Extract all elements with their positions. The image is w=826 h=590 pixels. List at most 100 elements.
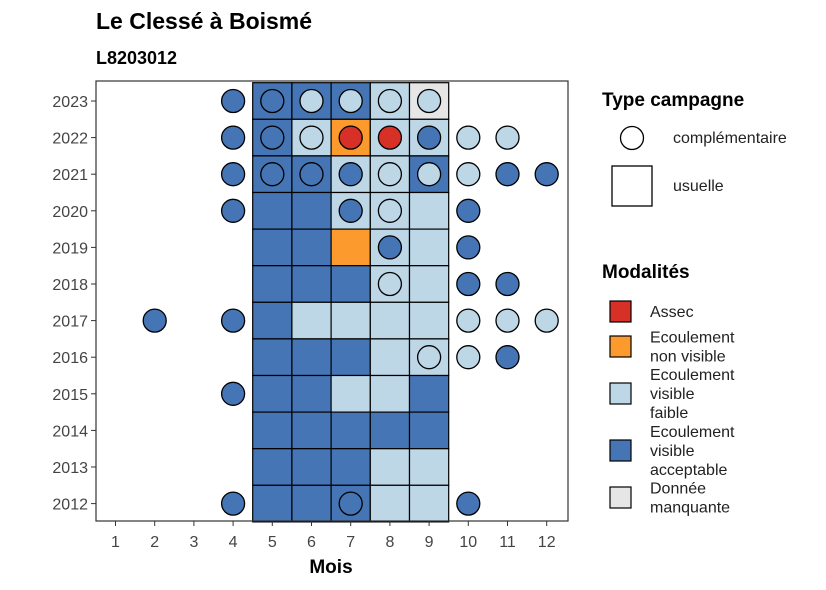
chart-title: Le Clessé à Boismé: [96, 8, 312, 34]
y-tick-label: 2013: [52, 460, 88, 477]
x-tick-label: 9: [425, 534, 434, 551]
point: [377, 271, 403, 297]
tile: [330, 411, 371, 450]
point: [299, 125, 324, 150]
point: [220, 491, 246, 516]
chart-subtitle: L8203012: [96, 48, 177, 68]
legend-type-label: complémentaire: [673, 130, 787, 147]
legend-circle-symbol: [619, 125, 645, 151]
point: [456, 125, 481, 150]
tile: [408, 191, 450, 230]
point: [338, 491, 363, 516]
tile: [252, 448, 293, 486]
x-tick-label: 5: [268, 534, 277, 551]
x-tick-label: 2: [150, 534, 159, 551]
point: [142, 308, 167, 333]
y-tick-label: 2019: [52, 240, 88, 257]
point: [260, 125, 285, 150]
tile: [408, 301, 450, 340]
legend-type-title: Type campagne: [602, 90, 744, 111]
point: [456, 308, 481, 333]
tile: [408, 484, 450, 523]
y-tick-label: 2020: [52, 204, 88, 221]
tile: [330, 228, 371, 267]
point: [220, 381, 246, 406]
point: [534, 162, 559, 187]
x-tick-label: 1: [111, 534, 120, 551]
tile: [369, 338, 411, 377]
point: [377, 162, 403, 187]
tile: [330, 265, 371, 303]
tile: [330, 301, 371, 340]
tile: [252, 484, 293, 523]
x-tick-label: 8: [385, 534, 394, 551]
tile: [291, 265, 332, 303]
point: [416, 125, 442, 150]
legend-modalite-label: manquante: [650, 500, 730, 517]
y-tick-label: 2015: [52, 387, 88, 404]
tile: [252, 265, 293, 303]
tile: [369, 448, 411, 486]
tile: [291, 338, 332, 377]
legend-key: [609, 335, 632, 358]
point: [299, 88, 324, 114]
plot-border: [95, 80, 569, 522]
x-axis-title: Mois: [309, 557, 352, 578]
point: [456, 271, 481, 297]
point: [377, 125, 403, 150]
point: [495, 271, 520, 297]
point: [220, 198, 246, 223]
point: [260, 88, 285, 114]
point: [377, 235, 403, 260]
point: [495, 162, 520, 187]
tile: [330, 338, 371, 377]
y-tick-label: 2018: [52, 277, 88, 294]
legend-key: [609, 486, 632, 509]
point: [220, 88, 246, 114]
legend-modalite-label: faible: [650, 405, 688, 422]
point: [260, 162, 285, 187]
x-tick-label: 10: [459, 534, 477, 551]
x-tick-label: 11: [499, 534, 516, 551]
point: [456, 198, 481, 223]
legend-modalite-label: Ecoulement: [650, 330, 735, 347]
point: [220, 162, 246, 187]
x-tick-label: 3: [189, 534, 198, 551]
tile: [330, 448, 371, 486]
legend-modalite-label: Donnée: [650, 481, 706, 498]
point: [495, 308, 520, 333]
point: [495, 125, 520, 150]
point: [338, 198, 363, 223]
point: [377, 88, 403, 114]
legend-modalite-label: visible: [650, 443, 695, 460]
tile: [252, 374, 293, 413]
x-tick-label: 7: [346, 534, 355, 551]
tile: [291, 374, 332, 413]
tile: [408, 411, 450, 450]
point: [534, 308, 559, 333]
tile: [291, 484, 332, 523]
tile: [330, 374, 371, 413]
y-tick-label: 2023: [52, 94, 88, 111]
point: [456, 491, 481, 516]
point: [299, 162, 324, 187]
tile: [291, 301, 332, 340]
plot-area: 2023 2022 2021 2020 2019 2018 2017 2016 2015 2014…: [52, 80, 569, 551]
tile: [408, 448, 450, 486]
point: [495, 345, 520, 370]
point: [377, 198, 403, 223]
tile: [252, 228, 293, 267]
legend-key: [609, 382, 632, 405]
point: [220, 125, 246, 150]
legend-square-symbol: [611, 165, 653, 207]
legend-key: [609, 439, 632, 462]
y-tick-label: 2017: [52, 314, 88, 331]
tile: [291, 228, 332, 267]
tile: [291, 411, 332, 450]
legend-type-label: usuelle: [673, 178, 724, 195]
point: [338, 88, 363, 114]
tile: [369, 301, 411, 340]
tile: [252, 411, 293, 450]
